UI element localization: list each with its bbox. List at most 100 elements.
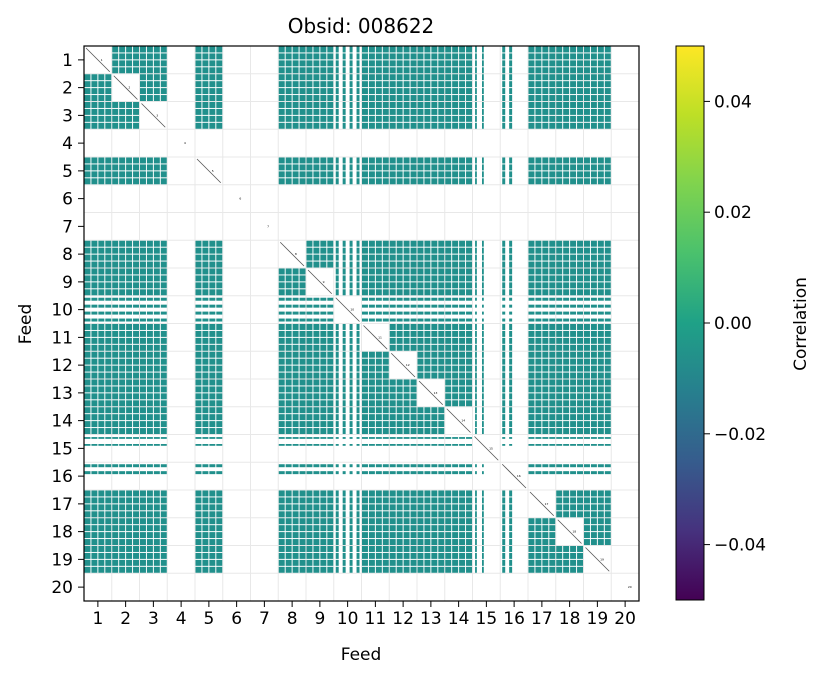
heatmap-cell: [466, 247, 473, 254]
heatmap-cell: [375, 164, 382, 171]
heatmap-cell: [509, 247, 513, 254]
heatmap-cell: [410, 289, 417, 296]
heatmap-cell: [452, 115, 459, 122]
heatmap-cell: [84, 261, 91, 268]
heatmap-cell: [349, 344, 353, 351]
heatmap-cell: [98, 372, 105, 379]
heatmap-cell: [112, 247, 119, 254]
heatmap-cell: [549, 428, 556, 435]
heatmap-cell: [570, 81, 577, 88]
heatmap-cell: [549, 240, 556, 247]
heatmap-cell: [133, 60, 140, 67]
heatmap-cell: [482, 421, 484, 428]
heatmap-cell: [382, 275, 389, 282]
heatmap-cell: [459, 471, 466, 475]
heatmap-cell: [570, 566, 577, 573]
diagonal-line: [390, 352, 416, 378]
heatmap-cell: [452, 400, 459, 407]
heatmap-cell: [528, 178, 535, 185]
heatmap-cell: [160, 518, 167, 525]
heatmap-cell: [475, 261, 477, 268]
heatmap-cell: [590, 122, 597, 129]
heatmap-cell: [375, 525, 382, 532]
heatmap-cell: [604, 46, 611, 53]
heatmap-cell: [313, 101, 320, 108]
heatmap-cell: [153, 552, 160, 559]
heatmap-cell: [160, 344, 167, 351]
heatmap-cell: [327, 511, 334, 518]
heatmap-cell: [583, 471, 590, 475]
heatmap-cell: [349, 559, 353, 566]
heatmap-cell: [285, 67, 292, 74]
heatmap-cell: [528, 566, 535, 573]
heatmap-cell: [320, 525, 327, 532]
heatmap-cell: [604, 304, 611, 308]
heatmap-cell: [452, 471, 459, 475]
heatmap-cell: [590, 407, 597, 414]
heatmap-cell: [597, 518, 604, 525]
heatmap-cell: [375, 437, 382, 439]
heatmap-cell: [583, 344, 590, 351]
heatmap-cell: [452, 240, 459, 247]
heatmap-cell: [342, 566, 346, 573]
heatmap-cell: [459, 247, 466, 254]
heatmap-cell: [299, 318, 306, 322]
heatmap-cell: [160, 304, 167, 308]
heatmap-cell: [403, 545, 410, 552]
heatmap-cell: [590, 504, 597, 511]
heatmap-cell: [299, 372, 306, 379]
heatmap-cell: [382, 67, 389, 74]
heatmap-cell: [475, 358, 477, 365]
heatmap-cell: [153, 344, 160, 351]
heatmap-cell: [361, 407, 368, 414]
heatmap-cell: [528, 518, 535, 525]
heatmap-cell: [292, 552, 299, 559]
heatmap-cell: [349, 240, 353, 247]
heatmap-cell: [389, 297, 396, 301]
heatmap-cell: [139, 95, 146, 102]
heatmap-cell: [91, 545, 98, 552]
heatmap-cell: [84, 88, 91, 95]
heatmap-cell: [563, 157, 570, 164]
heatmap-cell: [278, 358, 285, 365]
heatmap-cell: [382, 379, 389, 386]
heatmap-cell: [466, 379, 473, 386]
heatmap-cell: [438, 122, 445, 129]
heatmap-cell: [313, 464, 320, 468]
heatmap-cell: [417, 247, 424, 254]
heatmap-cell: [475, 247, 477, 254]
heatmap-cell: [583, 115, 590, 122]
heatmap-cell: [139, 247, 146, 254]
heatmap-cell: [160, 444, 167, 446]
heatmap-cell: [313, 46, 320, 53]
heatmap-cell: [202, 337, 209, 344]
heatmap-cell: [563, 471, 570, 475]
heatmap-cell: [299, 379, 306, 386]
heatmap-cell: [577, 365, 584, 372]
heatmap-cell: [84, 157, 91, 164]
heatmap-cell: [375, 282, 382, 289]
colorbar-tick-label: 0.00: [714, 314, 752, 334]
x-axis-ticks: 1 2 3 4 5 6 7 8 9 10 11 12 13 14 15 16 17 18 19 20: [92, 601, 636, 629]
heatmap-cell: [556, 444, 563, 446]
heatmap-cell: [563, 344, 570, 351]
heatmap-cell: [342, 88, 346, 95]
heatmap-cell: [84, 421, 91, 428]
heatmap-cell: [403, 504, 410, 511]
heatmap-cell: [320, 101, 327, 108]
heatmap-cell: [459, 81, 466, 88]
heatmap-cell: [424, 552, 431, 559]
x-tick-label: 19: [587, 609, 609, 629]
heatmap-cell: [202, 471, 209, 475]
heatmap-cell: [202, 53, 209, 60]
heatmap-cell: [556, 53, 563, 60]
heatmap-cell: [349, 386, 353, 393]
diagonal-line: [113, 75, 138, 100]
heatmap-cell: [285, 504, 292, 511]
heatmap-cell: [335, 268, 339, 275]
heatmap-cell: [335, 261, 339, 268]
heatmap-cell: [466, 164, 473, 171]
heatmap-cell: [556, 437, 563, 439]
heatmap-cell: [285, 358, 292, 365]
heatmap-cell: [424, 88, 431, 95]
